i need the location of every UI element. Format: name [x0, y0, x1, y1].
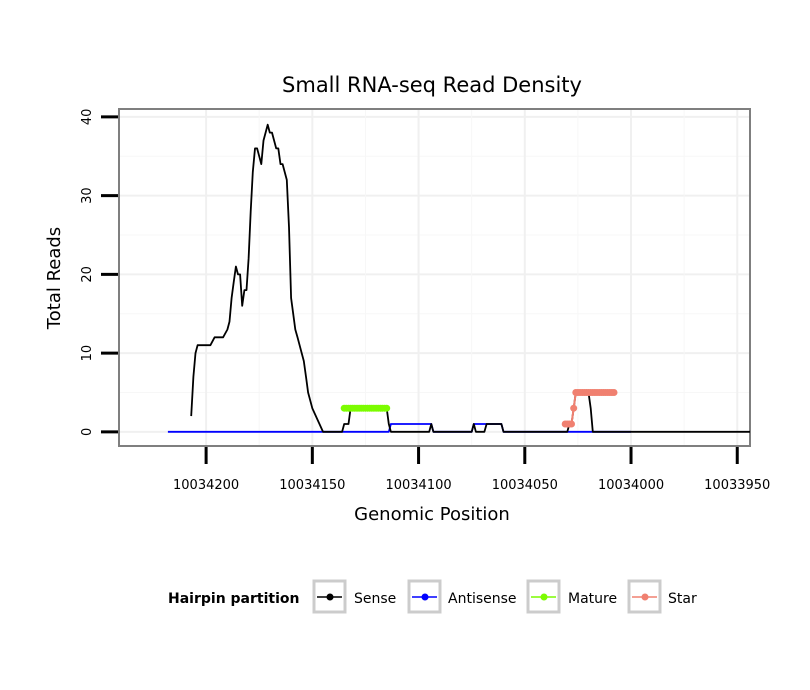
grid-lines — [120, 110, 749, 445]
x-tick-label: 10033950 — [704, 478, 770, 493]
y-tick-label: 10 — [80, 345, 95, 362]
x-tick-label: 10034100 — [385, 478, 451, 493]
legend-key-dot-antisense — [421, 593, 429, 601]
x-tick-labels: 10034200 10034150 10034100 10034050 10034000… — [173, 478, 770, 493]
y-axis-label: Total Reads — [44, 227, 65, 330]
legend-item-sense: Sense — [312, 579, 396, 614]
legend-item-star: Star — [627, 579, 697, 614]
x-tick-label: 10034000 — [598, 478, 664, 493]
legend-label-star: Star — [668, 591, 697, 607]
y-tick-labels: 0 10 20 30 40 — [80, 109, 95, 436]
data-point-star — [610, 389, 618, 396]
plot-panel — [118, 108, 751, 447]
axis-ticks — [101, 115, 739, 464]
series-line-sense — [190, 123, 750, 433]
x-tick-label: 10034150 — [279, 478, 345, 493]
y-tick-label: 20 — [80, 266, 95, 283]
legend-title: Hairpin partition — [168, 591, 299, 607]
legend-label-sense: Sense — [354, 591, 396, 607]
y-tick-label: 30 — [80, 187, 95, 204]
legend: Hairpin partition Sense Antisense Mature… — [168, 579, 697, 614]
legend-key-dot-star — [641, 593, 649, 601]
legend-key-dot-mature — [540, 593, 548, 601]
data-point-star — [570, 404, 578, 412]
legend-label-antisense: Antisense — [448, 591, 517, 607]
data-point-star — [568, 420, 575, 428]
legend-item-antisense: Antisense — [407, 579, 517, 614]
x-tick-label: 10034200 — [173, 478, 239, 493]
legend-label-mature: Mature — [568, 591, 617, 607]
legend-key-dot-sense — [326, 593, 334, 601]
x-tick-label: 10034050 — [492, 478, 558, 493]
legend-item-mature: Mature — [526, 579, 617, 614]
series-group — [167, 123, 750, 433]
x-axis-label: Genomic Position — [354, 504, 510, 525]
chart-title: Small RNA-seq Read Density — [282, 73, 582, 97]
y-tick-label: 0 — [80, 428, 95, 436]
data-point-mature — [383, 404, 391, 412]
y-tick-label: 40 — [80, 109, 95, 126]
